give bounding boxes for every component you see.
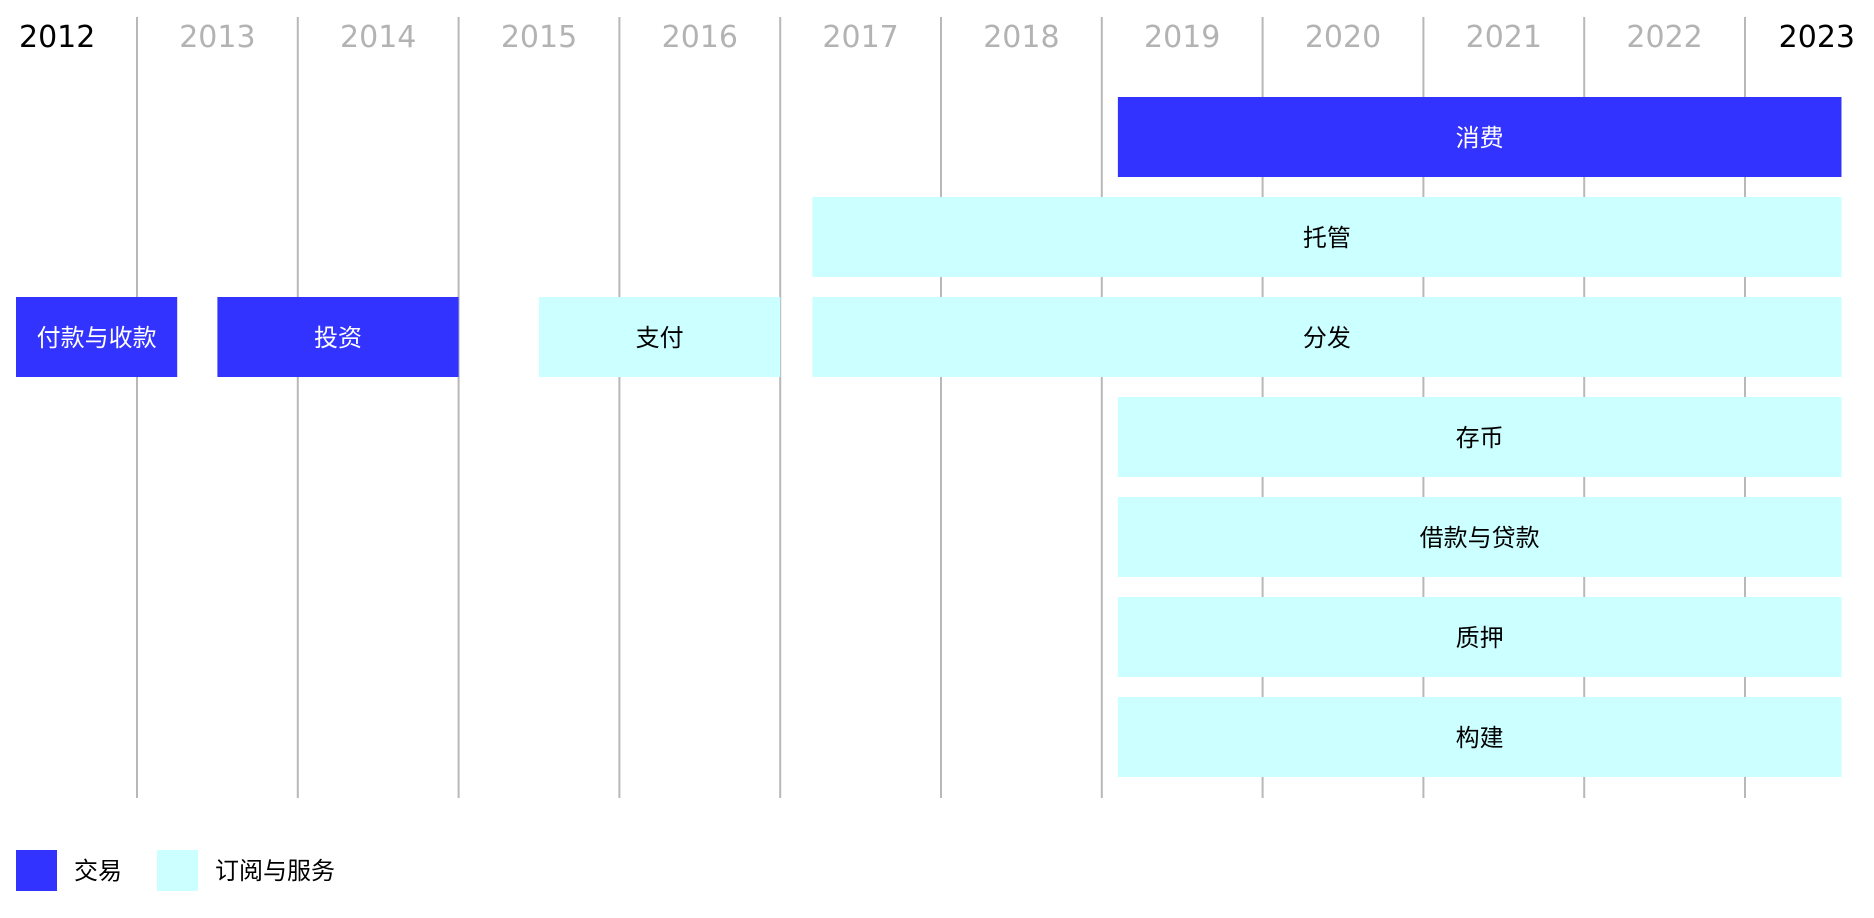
bar-rect (1117, 97, 1842, 177)
bar-rect (812, 197, 1842, 277)
bar-label: 投资 (314, 324, 362, 352)
timeline-bar-3: 投资 (217, 297, 459, 377)
year-label-2013: 2013 (179, 20, 255, 55)
bar-rect (812, 297, 1842, 377)
bar-label: 支付 (636, 324, 684, 352)
timeline-bar-2: 付款与收款 (16, 297, 178, 377)
year-label-2012: 2012 (19, 20, 95, 55)
bar-label: 消费 (1456, 124, 1504, 152)
year-label-2016: 2016 (662, 20, 738, 55)
year-label-2019: 2019 (1144, 20, 1220, 55)
bar-rect (539, 297, 781, 377)
legend-swatch (157, 850, 198, 891)
bar-label: 存币 (1456, 424, 1504, 452)
bar-rect (217, 297, 459, 377)
year-label-2023: 2023 (1779, 20, 1855, 55)
year-label-2021: 2021 (1466, 20, 1542, 55)
timeline-bar-9: 构建 (1117, 697, 1842, 777)
legend-label: 订阅与服务 (215, 857, 335, 885)
legend-item-1: 订阅与服务 (157, 850, 335, 891)
legend: 交易 订阅与服务 (16, 850, 335, 891)
timeline-bar-8: 质押 (1117, 597, 1842, 677)
bar-label: 付款与收款 (37, 324, 157, 352)
legend-swatch (16, 850, 57, 891)
bar-rect (1117, 697, 1842, 777)
bar-label: 质押 (1456, 624, 1504, 652)
timeline-bar-6: 存币 (1117, 397, 1842, 477)
bar-rect (1117, 397, 1842, 477)
legend-item-0: 交易 (16, 850, 122, 891)
year-label-2014: 2014 (340, 20, 416, 55)
bar-label: 借款与贷款 (1420, 524, 1540, 552)
year-label-2022: 2022 (1626, 20, 1702, 55)
year-label-2017: 2017 (822, 20, 898, 55)
timeline-bar-1: 托管 (812, 197, 1842, 277)
year-axis: 2012 2013 2014 2015 2016 2017 2018 2019 2020 2021… (19, 20, 1855, 55)
year-label-2020: 2020 (1305, 20, 1381, 55)
year-label-2018: 2018 (983, 20, 1059, 55)
timeline-bar-4: 支付 (539, 297, 781, 377)
bar-label: 分发 (1303, 324, 1351, 352)
timeline-bar-5: 分发 (812, 297, 1842, 377)
bar-label: 构建 (1456, 724, 1504, 752)
timeline-bar-0: 消费 (1117, 97, 1842, 177)
year-label-2015: 2015 (501, 20, 577, 55)
timeline-bar-7: 借款与贷款 (1117, 497, 1842, 577)
bar-rect (1117, 597, 1842, 677)
bar-label: 托管 (1303, 224, 1351, 252)
bar-rect (16, 297, 178, 377)
bar-rect (1117, 497, 1842, 577)
legend-label: 交易 (74, 857, 122, 885)
